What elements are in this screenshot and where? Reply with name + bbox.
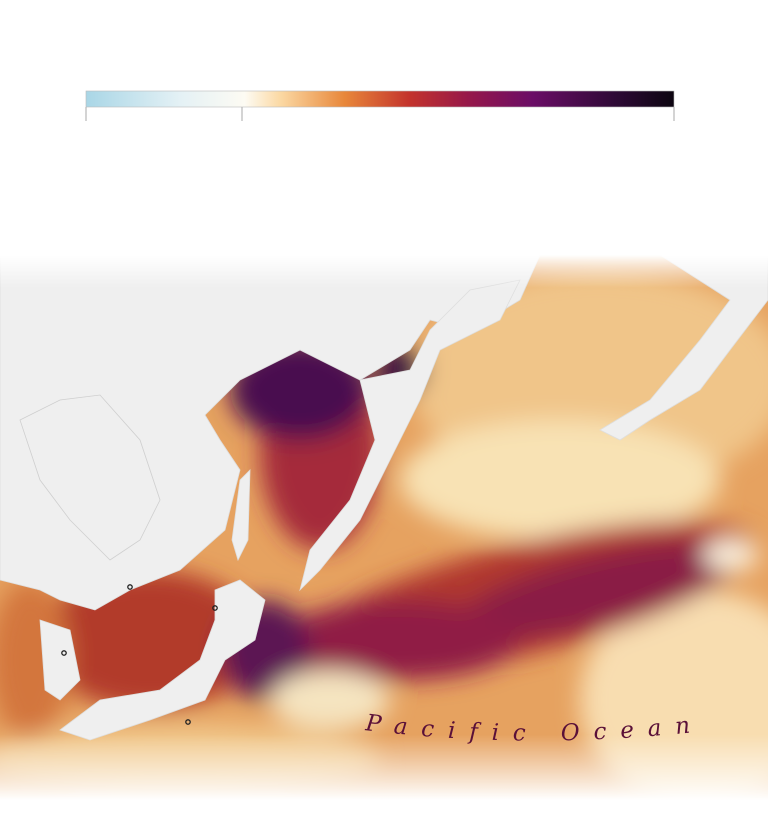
city-marker: [127, 584, 133, 590]
border: [19, 394, 161, 561]
korea: [39, 619, 81, 701]
city-marker: [185, 719, 191, 725]
map: [0, 254, 768, 810]
city-markers: [61, 584, 218, 725]
sakhalin: [231, 469, 251, 562]
aleutians: [599, 254, 768, 441]
land: [0, 254, 768, 741]
city-marker: [212, 605, 218, 611]
city-marker: [61, 650, 67, 656]
kamchatka-coast: [299, 279, 521, 592]
japan: [59, 579, 266, 741]
colorbar: [85, 90, 675, 108]
